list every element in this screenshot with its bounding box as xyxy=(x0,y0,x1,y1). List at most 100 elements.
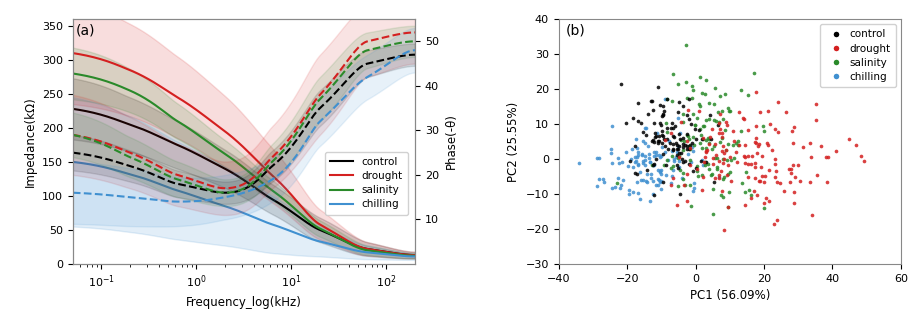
salinity xyxy=(671,81,685,86)
control xyxy=(693,127,707,132)
drought xyxy=(716,144,731,149)
chilling xyxy=(651,168,665,173)
drought xyxy=(856,159,871,164)
control xyxy=(626,116,641,121)
control xyxy=(630,171,644,176)
drought xyxy=(712,130,726,135)
salinity xyxy=(683,203,698,208)
control xyxy=(672,150,686,156)
chilling xyxy=(622,192,636,197)
salinity xyxy=(693,141,708,146)
salinity xyxy=(686,142,701,148)
chilling xyxy=(630,155,644,160)
chilling xyxy=(652,168,667,173)
salinity xyxy=(757,206,772,211)
control xyxy=(668,123,682,128)
salinity xyxy=(676,111,691,116)
control xyxy=(627,170,642,175)
chilling xyxy=(652,177,666,182)
control xyxy=(674,150,689,155)
drought xyxy=(741,127,755,132)
salinity xyxy=(713,193,728,198)
drought xyxy=(751,144,765,149)
salinity xyxy=(685,112,700,117)
control xyxy=(670,147,684,152)
chilling xyxy=(669,155,683,160)
salinity xyxy=(727,156,742,161)
drought xyxy=(723,178,738,183)
drought xyxy=(756,179,771,184)
drought xyxy=(767,221,782,226)
control xyxy=(647,131,662,136)
control xyxy=(676,159,691,164)
drought xyxy=(690,167,704,172)
drought xyxy=(777,189,792,194)
salinity xyxy=(707,155,722,160)
salinity xyxy=(665,164,680,169)
control xyxy=(656,152,671,157)
salinity xyxy=(657,163,672,168)
salinity xyxy=(660,96,674,101)
chilling xyxy=(662,139,676,144)
salinity xyxy=(702,117,716,122)
drought xyxy=(713,126,727,131)
drought xyxy=(672,155,687,160)
salinity xyxy=(659,121,673,126)
drought xyxy=(810,173,824,178)
chilling xyxy=(625,165,640,170)
control xyxy=(671,147,685,152)
salinity xyxy=(698,92,713,97)
control xyxy=(682,143,697,148)
salinity xyxy=(685,87,700,92)
chilling xyxy=(621,163,635,168)
drought xyxy=(707,142,722,147)
drought xyxy=(712,121,726,126)
chilling xyxy=(670,149,684,154)
Y-axis label: Impedance(kΩ): Impedance(kΩ) xyxy=(24,96,36,187)
control xyxy=(646,162,661,168)
salinity xyxy=(739,169,753,174)
drought xyxy=(713,111,727,116)
drought xyxy=(712,176,726,181)
control xyxy=(649,157,663,162)
chilling xyxy=(646,154,661,159)
drought xyxy=(696,159,711,164)
control xyxy=(639,132,653,137)
drought xyxy=(771,130,785,135)
chilling xyxy=(630,145,644,150)
control xyxy=(669,141,683,146)
chilling xyxy=(590,183,604,189)
salinity xyxy=(673,167,688,172)
drought xyxy=(743,161,758,166)
chilling xyxy=(640,172,654,177)
salinity xyxy=(707,86,722,91)
chilling xyxy=(687,181,702,186)
salinity xyxy=(685,84,700,89)
control xyxy=(660,96,674,101)
salinity xyxy=(683,157,698,162)
chilling xyxy=(603,147,618,152)
salinity xyxy=(717,91,732,96)
drought xyxy=(783,180,797,185)
salinity xyxy=(723,169,738,175)
salinity xyxy=(699,118,713,123)
drought xyxy=(723,155,737,160)
salinity xyxy=(715,116,730,121)
salinity xyxy=(743,193,758,198)
chilling xyxy=(651,182,665,187)
control xyxy=(654,133,669,138)
control xyxy=(675,103,690,108)
control xyxy=(642,112,656,117)
salinity xyxy=(681,133,695,138)
control xyxy=(652,102,667,107)
chilling xyxy=(595,176,610,182)
chilling xyxy=(631,162,645,167)
chilling xyxy=(684,144,699,149)
salinity xyxy=(695,172,710,177)
drought xyxy=(699,148,713,153)
drought xyxy=(762,198,776,203)
drought xyxy=(804,155,819,160)
control xyxy=(671,109,685,114)
drought xyxy=(692,108,706,113)
drought xyxy=(747,161,762,166)
